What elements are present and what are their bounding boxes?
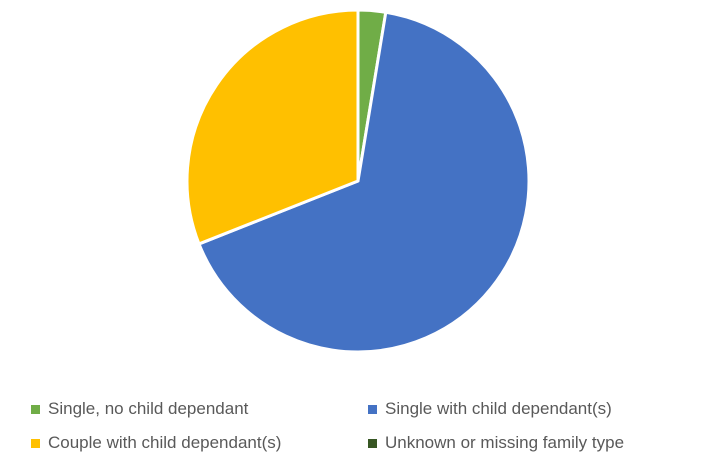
legend-label: Single, no child dependant	[48, 399, 249, 418]
legend-item-single-with-child: Single with child dependant(s)	[368, 396, 612, 422]
pie-slice-single-with-child-dependant-s	[197, 10, 531, 354]
legend-row: Single, no child dependant Single with c…	[0, 396, 713, 422]
legend-label: Unknown or missing family type	[385, 433, 625, 452]
legend-swatch	[368, 438, 377, 448]
legend-item-single-no-child: Single, no child dependant	[31, 396, 248, 422]
legend-item-couple-with-child: Couple with child dependant(s)	[31, 430, 281, 456]
legend-swatch	[368, 404, 377, 414]
chart-legend: Single, no child dependant Single with c…	[0, 388, 713, 464]
legend-row: Couple with child dependant(s) Unknown o…	[0, 430, 713, 456]
pie-plot-area	[185, 8, 531, 354]
pie-slices	[185, 8, 531, 354]
legend-label: Single with child dependant(s)	[385, 399, 612, 418]
legend-item-unknown-family-type: Unknown or missing family type	[368, 430, 624, 456]
legend-swatch	[31, 438, 40, 448]
legend-swatch	[31, 404, 40, 414]
legend-label: Couple with child dependant(s)	[48, 433, 282, 452]
pie-slice-couple-with-child-dependant-s	[185, 8, 360, 246]
